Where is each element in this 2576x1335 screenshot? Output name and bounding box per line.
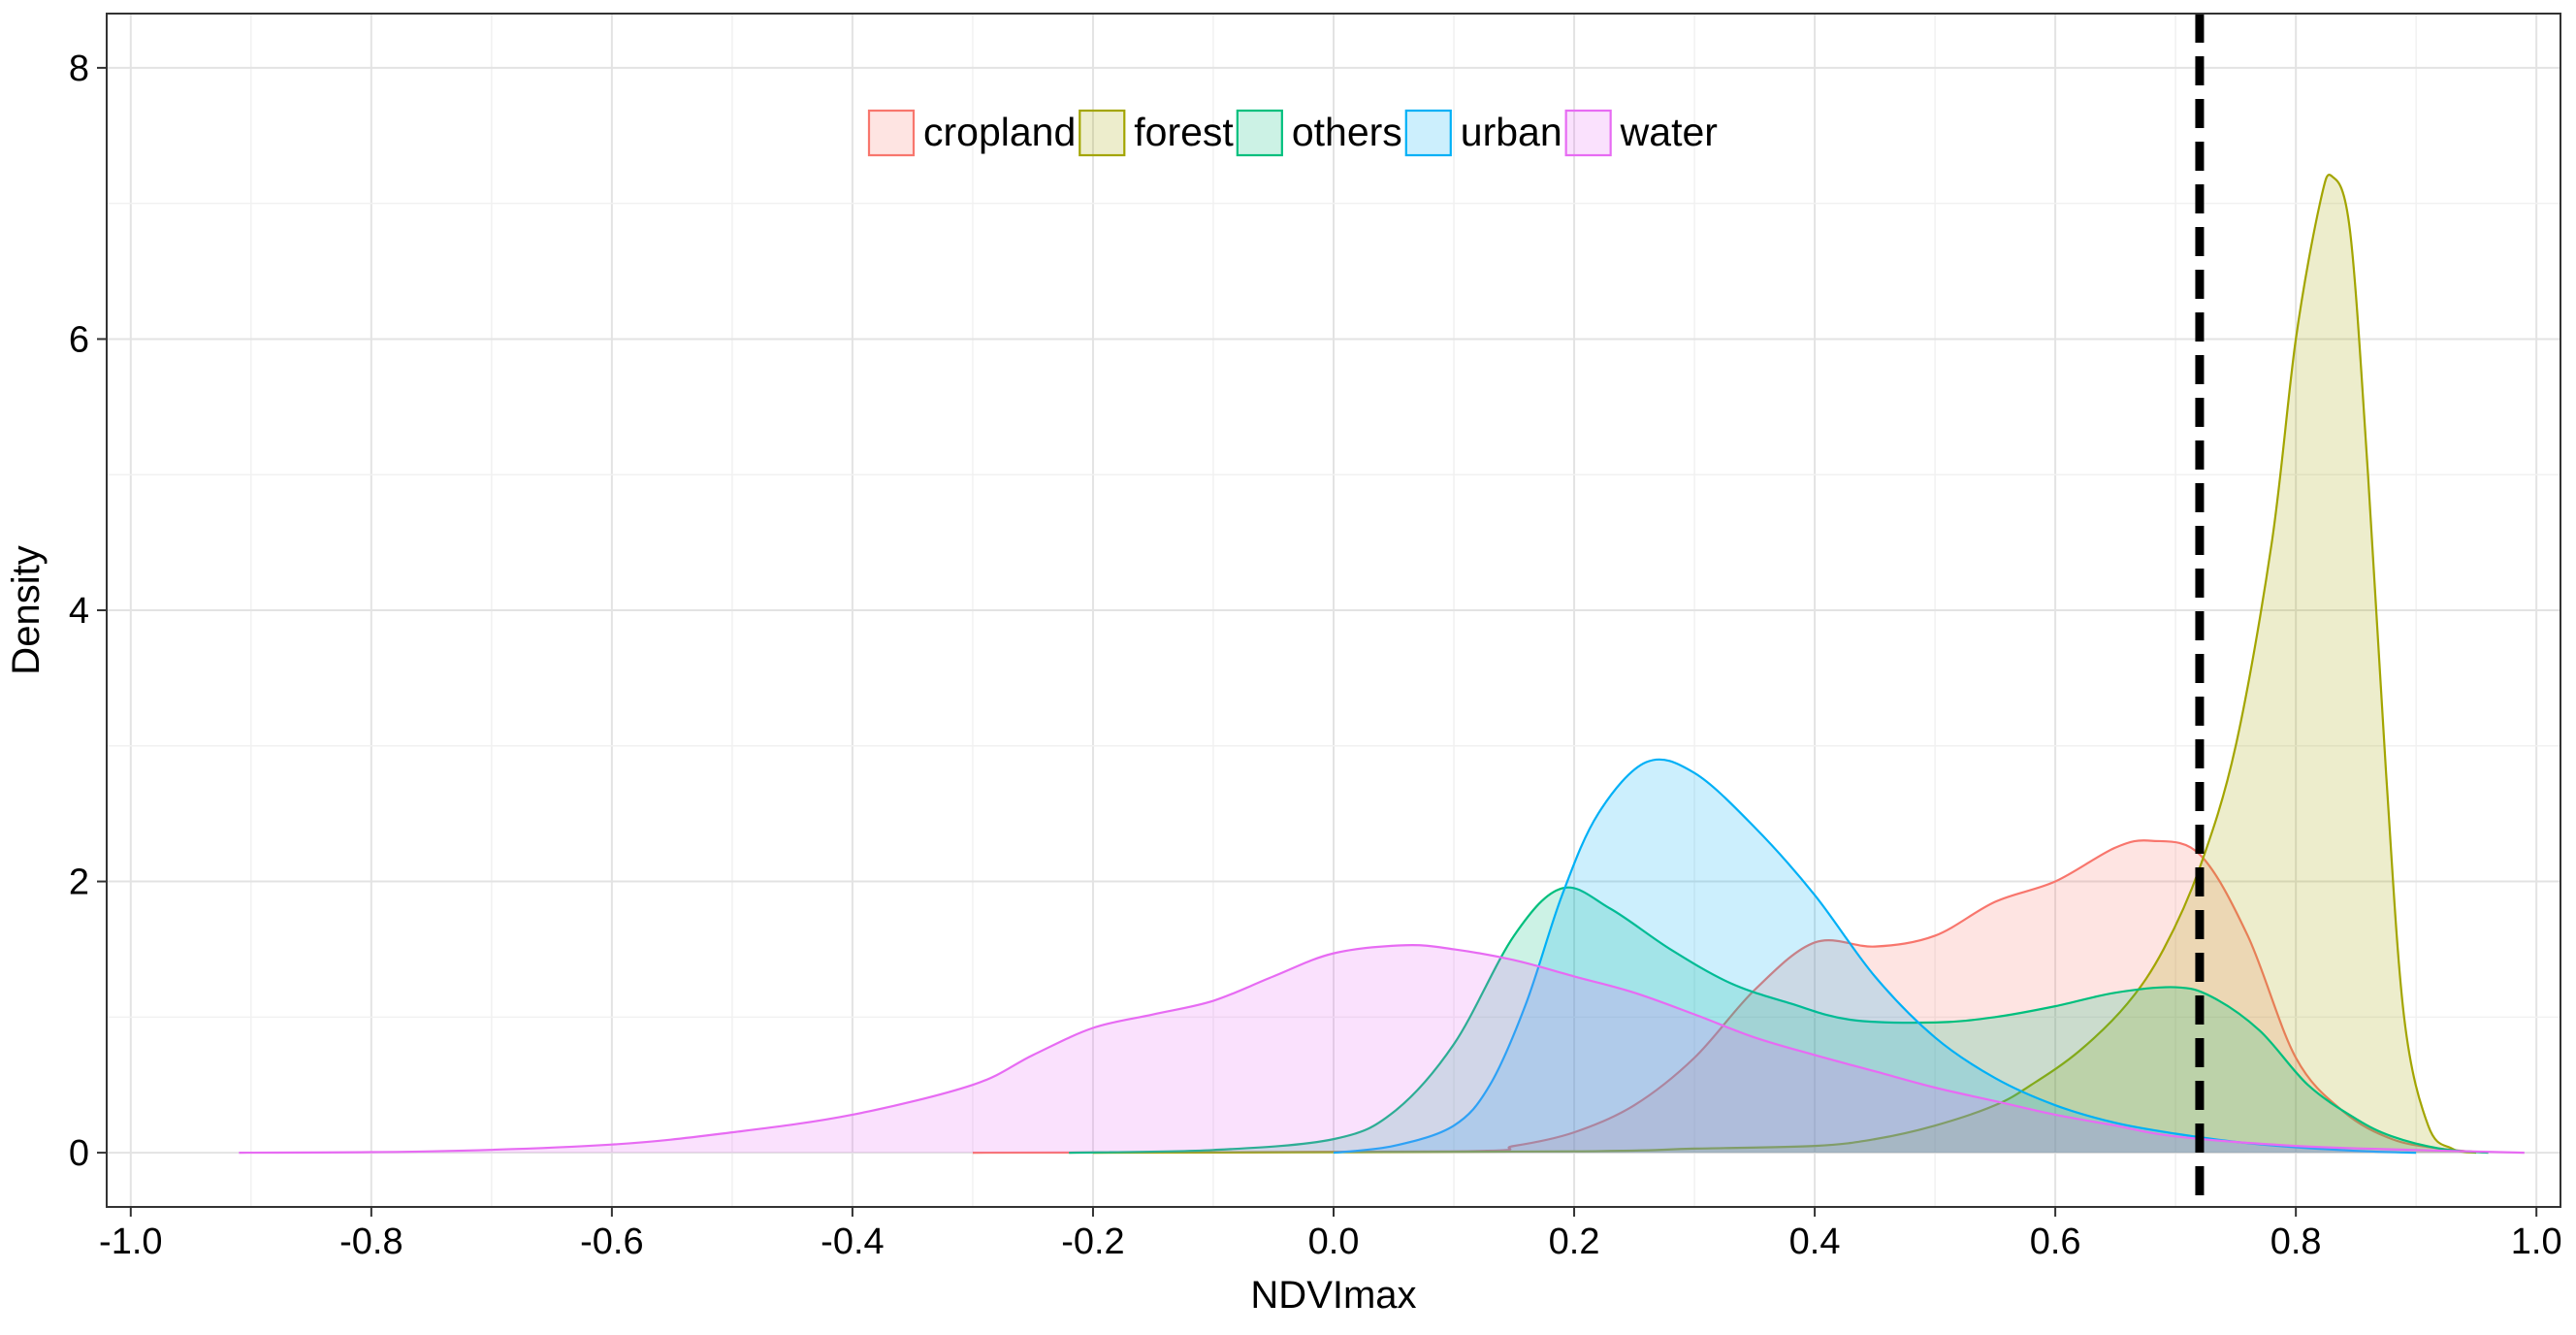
x-tick-label: -0.8 <box>339 1221 402 1262</box>
legend-key-forest <box>1079 109 1126 157</box>
y-tick-label: 6 <box>69 319 89 360</box>
density-area-forest <box>1092 175 2477 1154</box>
x-tick-label: 0.2 <box>1549 1221 1600 1262</box>
x-tick-label: -1.0 <box>99 1221 162 1262</box>
density-line-others <box>1069 886 2489 1155</box>
legend-item-cropland: cropland <box>867 109 1076 157</box>
legend-item-urban: urban <box>1404 109 1562 157</box>
x-tick-label: 0.8 <box>2270 1221 2322 1262</box>
legend-key-water <box>1564 109 1612 157</box>
legend-item-water: water <box>1564 109 1718 157</box>
x-axis-title: NDVImax <box>1250 1274 1416 1317</box>
x-tick-label: 0.0 <box>1308 1221 1360 1262</box>
legend-key-others <box>1236 109 1283 157</box>
x-tick-label: -0.4 <box>821 1221 884 1262</box>
legend-label-urban: urban <box>1461 110 1562 154</box>
legend: cropland forest others urban water <box>867 109 1718 157</box>
y-tick-label: 2 <box>69 863 89 903</box>
legend-key-cropland <box>867 109 916 157</box>
density-area-urban <box>1334 759 2417 1154</box>
density-area-cropland <box>972 840 2489 1154</box>
x-axis-ticks: -1.0 -0.8 -0.6 -0.4 -0.2 0.0 0.2 0.4 0.6 0.8 1.0 <box>99 1207 2562 1262</box>
y-tick-label: 8 <box>69 49 89 89</box>
x-tick-label: 1.0 <box>2511 1221 2562 1262</box>
legend-label-cropland: cropland <box>923 110 1076 154</box>
y-axis-ticks: 0 2 4 6 8 <box>69 49 107 1174</box>
density-line-water <box>239 944 2525 1155</box>
density-area-others <box>1069 887 2489 1154</box>
legend-label-water: water <box>1620 110 1718 154</box>
density-area-water <box>239 945 2525 1154</box>
legend-label-others: others <box>1292 110 1402 154</box>
legend-item-others: others <box>1236 109 1402 157</box>
y-tick-label: 4 <box>69 591 89 632</box>
x-tick-label: -0.2 <box>1061 1221 1124 1262</box>
density-areas <box>239 174 2525 1155</box>
x-tick-label: -0.6 <box>580 1221 643 1262</box>
legend-item-forest: forest <box>1079 109 1234 157</box>
x-tick-label: 0.4 <box>1789 1221 1841 1262</box>
legend-key-urban <box>1404 109 1452 157</box>
x-tick-label: 0.6 <box>2030 1221 2081 1262</box>
density-line-cropland <box>972 839 2489 1155</box>
legend-label-forest: forest <box>1134 110 1234 154</box>
y-axis-title: Density <box>5 545 48 674</box>
y-tick-label: 0 <box>69 1133 89 1174</box>
density-line-forest <box>1092 174 2477 1155</box>
